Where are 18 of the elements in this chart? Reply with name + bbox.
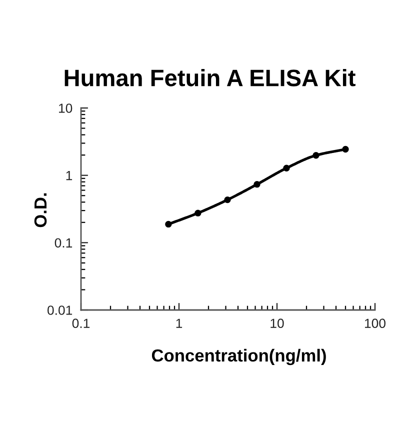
y-tick-label: 0.1 (54, 238, 72, 248)
y-tick-label: 10 (59, 104, 72, 113)
y-tick-label: 0.01 (48, 306, 72, 315)
y-axis-title: O.D. (34, 193, 47, 228)
point (194, 210, 202, 216)
x-axis-title: Concentration(ng/ml) (152, 348, 326, 366)
point (224, 196, 231, 204)
point (254, 181, 260, 188)
point (283, 164, 290, 172)
point (165, 220, 172, 228)
x-tick-label: 1 (176, 318, 182, 328)
point (342, 146, 349, 153)
point (312, 152, 320, 159)
x-tick-label: 10 (270, 318, 284, 328)
chart-title: Human Fetuin A ELISA Kit (64, 68, 356, 86)
x-tick-label: 0.1 (72, 318, 90, 328)
x-tick-label: 100 (365, 318, 386, 328)
y-tick-label: 1 (66, 171, 72, 180)
